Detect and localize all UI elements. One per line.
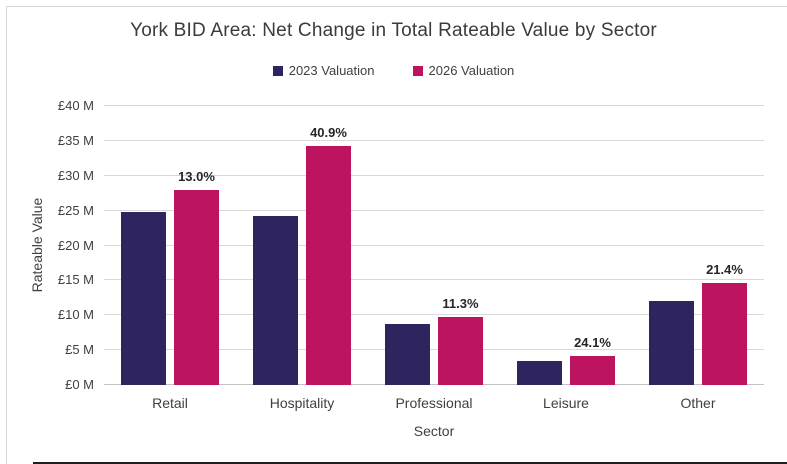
bar-hospitality-2023 (253, 215, 298, 385)
bar-leisure-2023 (517, 361, 562, 385)
x-category-label-retail: Retail (152, 395, 188, 411)
x-category-label-other: Other (680, 395, 716, 411)
bar-group-leisure: 24.1% (500, 106, 632, 385)
legend: 2023 Valuation 2026 Valuation (0, 63, 787, 78)
chart-title: York BID Area: Net Change in Total Ratea… (130, 20, 657, 41)
legend-swatch-2026-icon (412, 65, 423, 76)
bar-group-professional: 11.3% (368, 106, 500, 385)
gridline (104, 349, 764, 351)
y-tick-label: £15 M (57, 272, 94, 288)
y-tick-label: £10 M (57, 307, 94, 323)
legend-swatch-2023-icon (272, 65, 283, 76)
x-category-label-leisure: Leisure (543, 395, 589, 411)
x-axis-labels: Retail Hospitality Professional Leisure Othe… (104, 395, 764, 411)
x-category-label-professional: Professional (395, 395, 473, 411)
bar-group-retail: 13.0% (104, 106, 236, 385)
bar-retail-2026 (174, 189, 219, 385)
bar-professional-2026 (438, 317, 483, 385)
legend-item-2026: 2026 Valuation (412, 63, 515, 78)
pct-change-label: 11.3% (442, 296, 479, 312)
bar-professional-2023 (385, 324, 430, 385)
y-tick-label: £35 M (57, 132, 94, 148)
pct-change-label: 13.0% (178, 168, 215, 184)
legend-label-2023: 2023 Valuation (288, 63, 375, 78)
bar-group-other: 21.4% (632, 106, 764, 385)
y-tick-label: £5 M (65, 342, 94, 358)
gridline (104, 279, 764, 281)
y-tick-label: £20 M (57, 237, 94, 253)
y-tick-label: £25 M (57, 202, 94, 218)
gridline (104, 244, 764, 246)
y-tick-label: £30 M (57, 167, 94, 183)
pct-change-label: 40.9% (310, 125, 347, 141)
legend-item-2023: 2023 Valuation (272, 63, 375, 78)
gridline (104, 314, 764, 316)
gridline (104, 139, 764, 141)
gridline (104, 105, 764, 106)
bar-group-hospitality: 40.9% (236, 106, 368, 385)
bar-other-2023 (649, 301, 694, 385)
x-category-label-hospitality: Hospitality (269, 395, 335, 411)
window-edge-line (33, 462, 787, 464)
y-tick-label: £40 M (57, 98, 94, 113)
bar-retail-2023 (121, 212, 166, 385)
x-axis-title: Sector (413, 423, 455, 439)
y-tick-label: £0 M (65, 377, 94, 392)
bar-hospitality-2026 (306, 146, 351, 385)
bar-leisure-2026 (570, 355, 615, 385)
y-axis-labels: £0 M £5 M £10 M £15 M £20 M £25 M £30 M £35 M £4… (30, 99, 94, 392)
gridline (104, 384, 764, 385)
gridline (104, 209, 764, 211)
plot-area: 13.0% 40.9% 11.3% 24.1% 21.4% (104, 105, 764, 385)
pct-change-label: 24.1% (574, 334, 611, 350)
pct-change-label: 21.4% (706, 262, 743, 278)
bar-other-2026 (702, 283, 747, 385)
gridline (104, 174, 764, 176)
legend-label-2026: 2026 Valuation (428, 63, 515, 78)
